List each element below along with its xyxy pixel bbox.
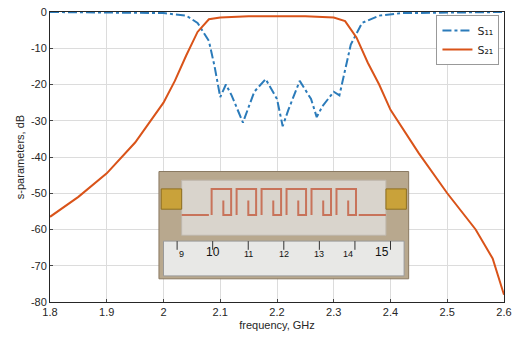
svg-text:-70: -70 <box>31 260 47 272</box>
svg-text:1.8: 1.8 <box>42 306 57 318</box>
svg-text:S₂₁: S₂₁ <box>477 44 493 57</box>
svg-text:15: 15 <box>375 245 389 259</box>
svg-text:11: 11 <box>244 249 253 259</box>
svg-text:-40: -40 <box>31 151 47 163</box>
svg-text:S₁₁: S₁₁ <box>477 25 493 38</box>
svg-text:10: 10 <box>206 245 220 259</box>
svg-text:-10: -10 <box>31 42 47 54</box>
svg-text:12: 12 <box>279 249 289 259</box>
svg-text:-60: -60 <box>31 223 47 235</box>
svg-text:2.3: 2.3 <box>326 306 341 318</box>
svg-text:0: 0 <box>41 6 47 18</box>
svg-text:13: 13 <box>314 249 324 259</box>
svg-text:2.6: 2.6 <box>496 306 511 318</box>
svg-text:-20: -20 <box>31 78 47 90</box>
svg-text:2.4: 2.4 <box>383 306 398 318</box>
svg-text:-50: -50 <box>31 187 47 199</box>
svg-text:-30: -30 <box>31 115 47 127</box>
svg-text:2.1: 2.1 <box>213 306 228 318</box>
svg-text:9: 9 <box>179 249 184 259</box>
svg-text:1.9: 1.9 <box>99 306 114 318</box>
svg-text:2: 2 <box>160 306 166 318</box>
svg-text:14: 14 <box>343 249 353 259</box>
svg-text:frequency, GHz: frequency, GHz <box>239 319 315 331</box>
svg-text:-80: -80 <box>31 296 47 308</box>
svg-text:s-parameters, dB: s-parameters, dB <box>14 115 26 199</box>
svg-text:2.5: 2.5 <box>440 306 455 318</box>
svg-text:2.2: 2.2 <box>269 306 284 318</box>
